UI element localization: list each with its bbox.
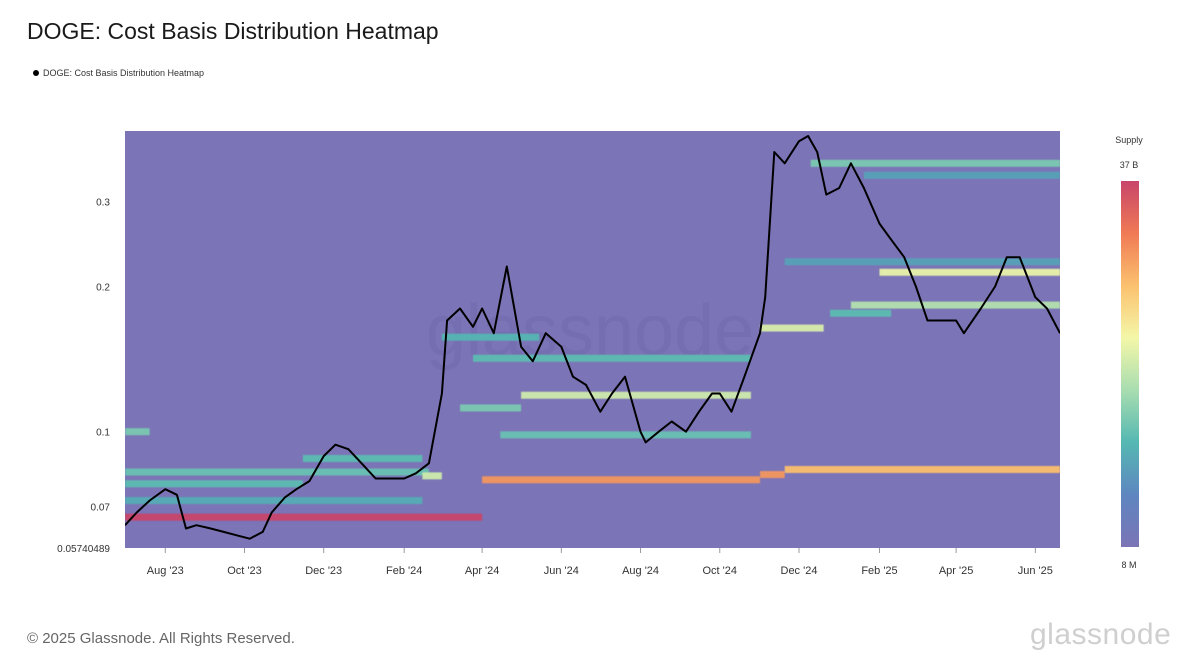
heatmap-band (810, 159, 1060, 167)
x-tick-label: Oct '23 (227, 565, 262, 577)
heatmap-bands (125, 159, 1060, 521)
y-tick-label: 0.2 (96, 282, 110, 293)
price-line[interactable] (125, 135, 1060, 540)
x-tick-label: Dec '23 (305, 565, 342, 577)
legend-marker-icon (33, 70, 39, 76)
x-axis: Aug '23 Oct '23 Dec '23 Feb '24 Apr '24 Jun '… (147, 548, 1053, 577)
x-tick-label: Dec '24 (781, 565, 818, 577)
y-tick-label: 0.3 (96, 198, 110, 209)
heatmap-band (482, 476, 761, 484)
colorbar (1121, 181, 1139, 547)
price-series (125, 135, 1060, 540)
copyright: © 2025 Glassnode. All Rights Reserved. (27, 630, 295, 647)
legend[interactable]: DOGE: Cost Basis Distribution Heatmap (33, 68, 204, 78)
heatmap-band (302, 454, 423, 462)
heatmap-band (863, 171, 1060, 179)
x-tick-label: Jun '24 (544, 565, 579, 577)
x-tick-label: Apr '24 (465, 565, 500, 577)
heatmap-band (473, 354, 751, 362)
chart-title: DOGE: Cost Basis Distribution Heatmap (27, 18, 439, 44)
heatmap-band (500, 431, 751, 439)
heatmap-band (125, 428, 150, 436)
heatmap-band (760, 471, 785, 479)
x-tick-label: Aug '24 (622, 565, 659, 577)
heatmap-band (850, 301, 1060, 309)
colorbar-max-label: 37 B (1120, 160, 1139, 170)
y-axis: 0.05740489 0.07 0.1 0.2 0.3 (57, 198, 110, 555)
x-tick-label: Oct '24 (703, 565, 738, 577)
heatmap-band (125, 513, 483, 521)
heatmap-band (460, 404, 522, 412)
heatmap-band (760, 324, 824, 332)
y-tick-label: 0.07 (91, 502, 111, 513)
y-tick-label: 0.1 (96, 428, 110, 439)
heatmap-band (784, 465, 1060, 473)
heatmap-band (784, 258, 1060, 266)
heatmap-band (441, 333, 540, 341)
x-tick-label: Apr '25 (939, 565, 974, 577)
brand-logo[interactable]: glassnode (1030, 618, 1172, 651)
heatmap-band (125, 497, 423, 505)
heatmap-band (125, 468, 429, 476)
heatmap-band (422, 472, 442, 480)
heatmap-band (125, 480, 303, 488)
colorbar-title: Supply (1115, 135, 1143, 145)
y-tick-label: 0.05740489 (57, 544, 110, 555)
heatmap-band (521, 391, 751, 399)
colorbar-min-label: 8 M (1121, 560, 1136, 570)
x-tick-label: Feb '24 (386, 565, 422, 577)
x-tick-label: Feb '25 (861, 565, 897, 577)
legend-label: DOGE: Cost Basis Distribution Heatmap (43, 68, 205, 78)
heatmap-band (830, 309, 892, 317)
heatmap-band (879, 268, 1060, 276)
x-tick-label: Jun '25 (1018, 565, 1053, 577)
x-tick-label: Aug '23 (147, 565, 184, 577)
